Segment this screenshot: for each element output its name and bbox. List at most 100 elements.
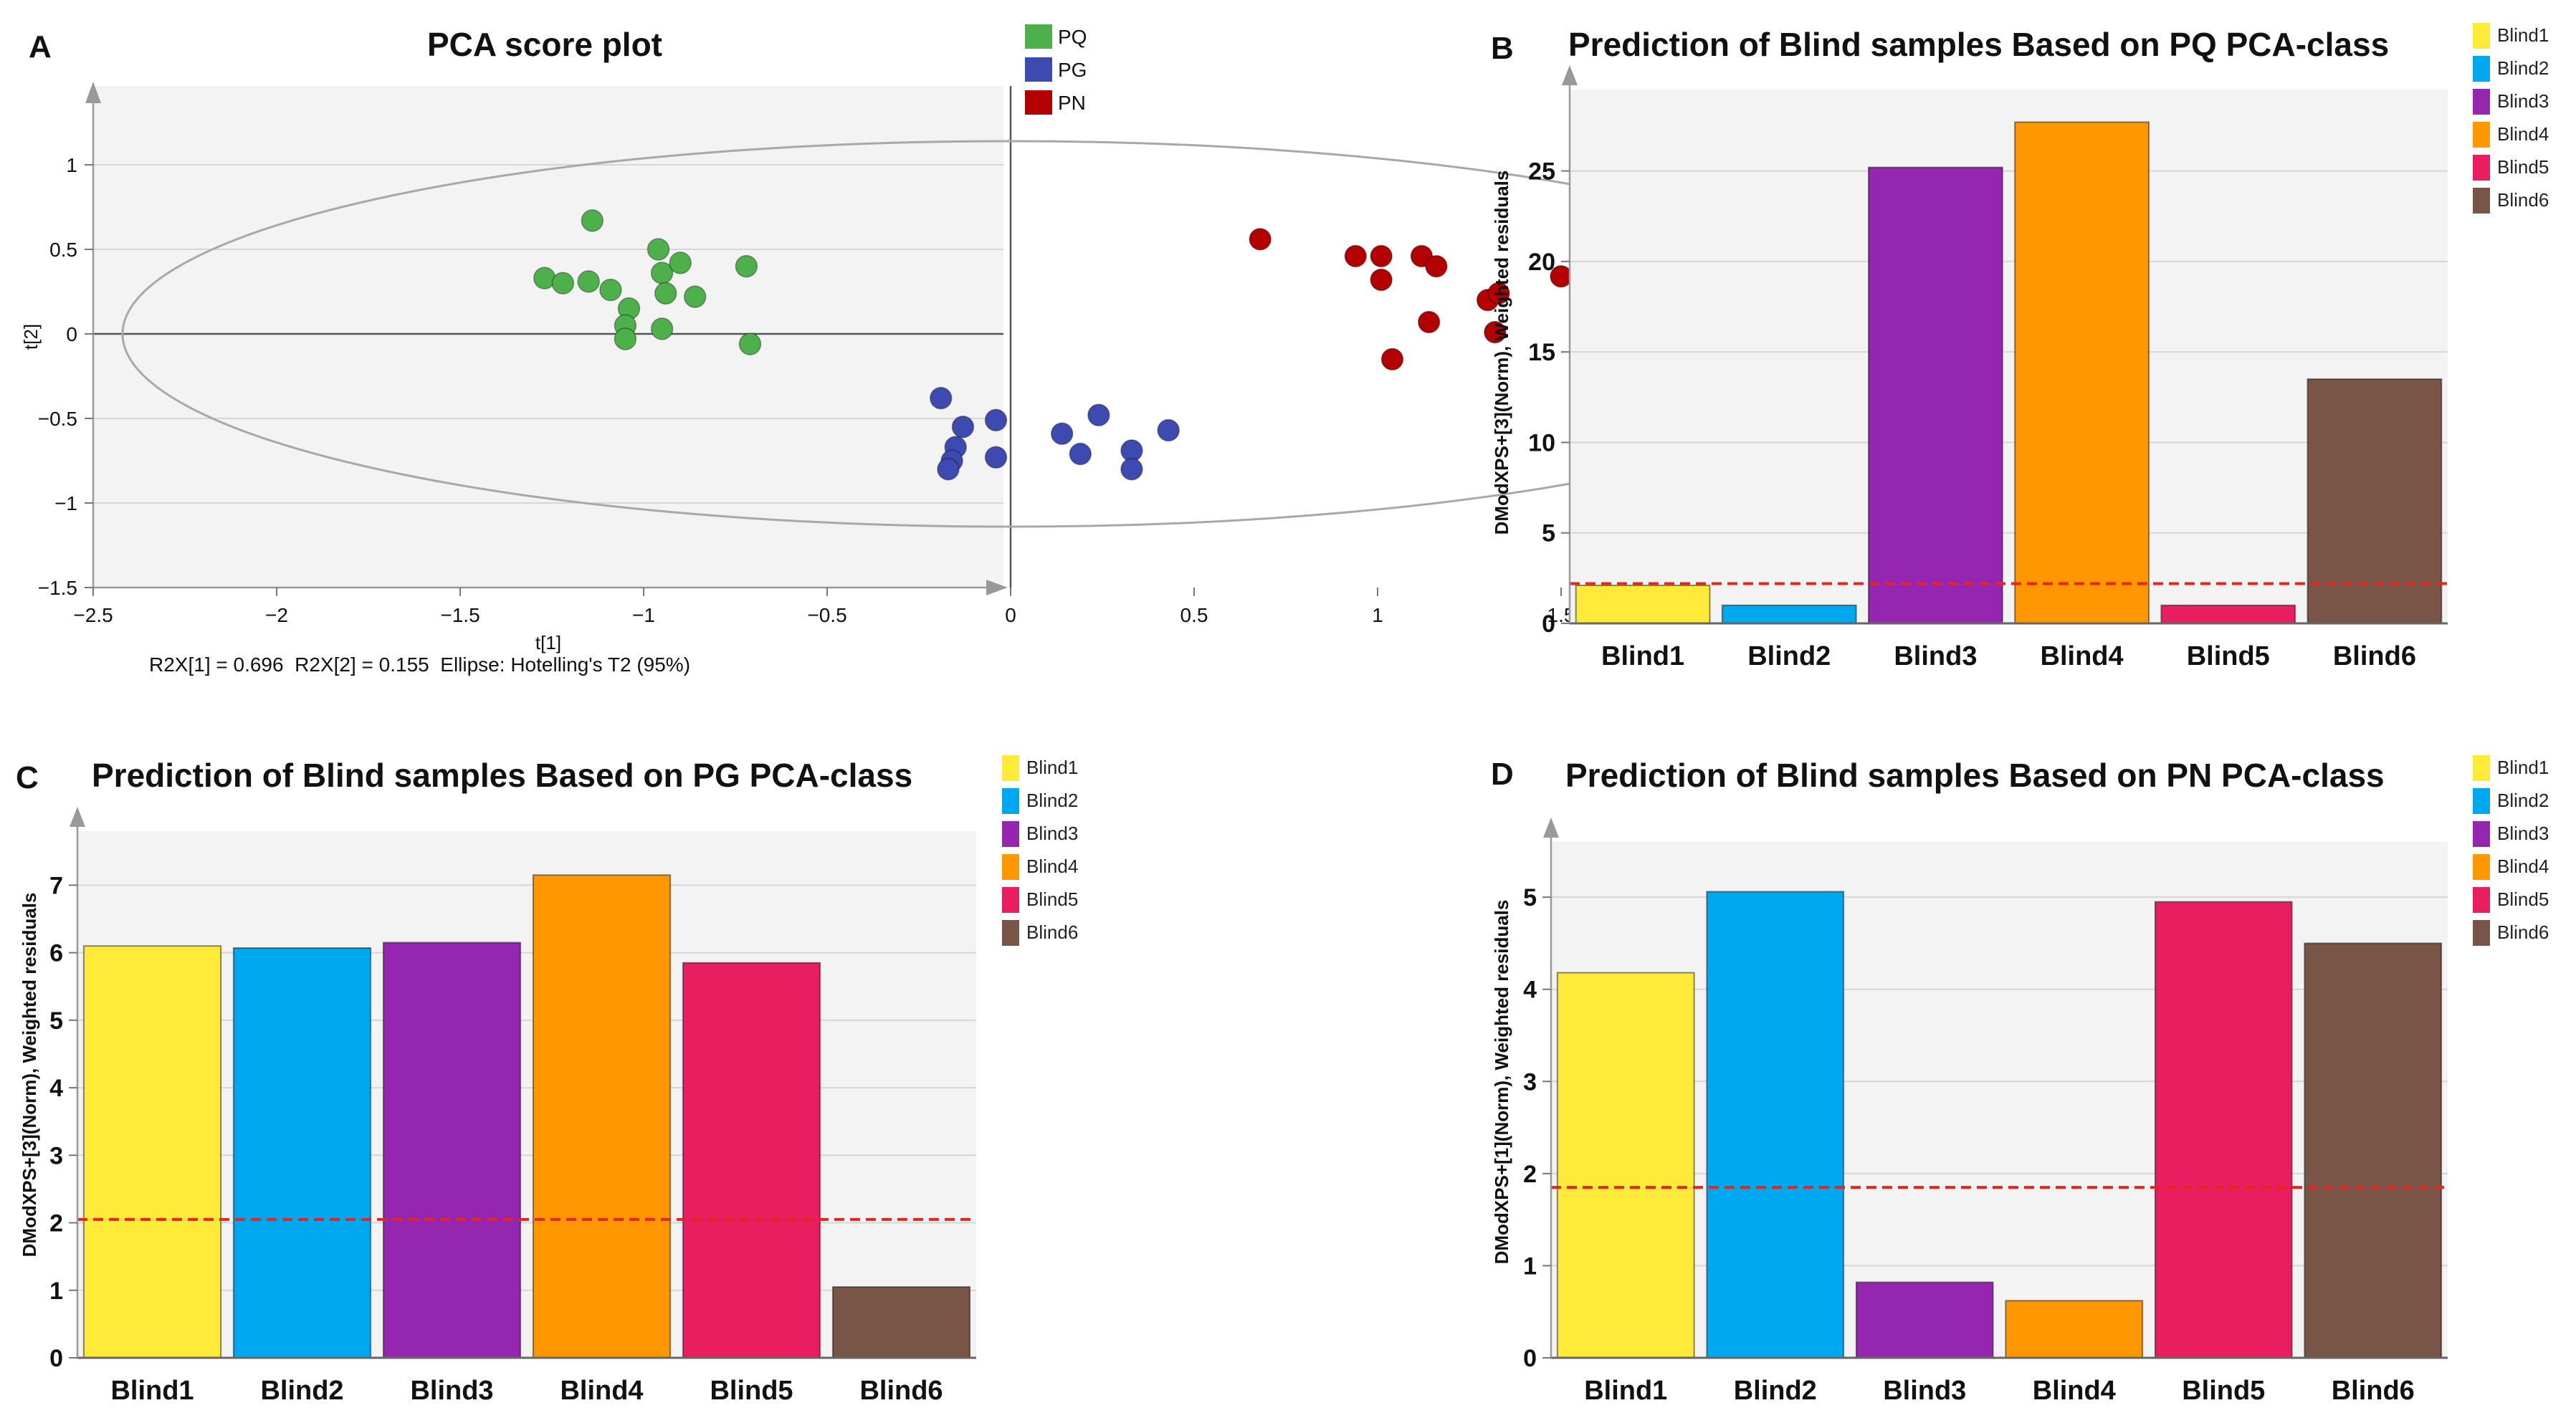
bar-y-tick-label: 20 bbox=[1528, 249, 1555, 276]
bar-category-label: Blind5 bbox=[710, 1376, 793, 1406]
pca-x-tick-label: −2 bbox=[265, 604, 288, 626]
legend-swatch-blind6 bbox=[2473, 920, 2490, 946]
bar-blind3 bbox=[1868, 166, 2003, 625]
bar-plot-background bbox=[1551, 842, 2448, 1358]
bar-y-tick-label: 4 bbox=[49, 1075, 63, 1102]
legend-label-blind4: Blind4 bbox=[2497, 856, 2549, 877]
bar-y-tick-label: 3 bbox=[1523, 1068, 1537, 1096]
bar-y-tick-label: 1 bbox=[49, 1278, 63, 1305]
scatter-point-pq bbox=[614, 327, 637, 350]
pca-chart-title: PCA score plot bbox=[427, 26, 662, 63]
bar-blind4 bbox=[2014, 121, 2150, 624]
legend-swatch-blind4 bbox=[2473, 122, 2490, 148]
scatter-point-pg bbox=[937, 458, 960, 481]
bar-blind2 bbox=[1706, 891, 1845, 1359]
legend-swatch-blind2 bbox=[2473, 788, 2490, 814]
bar-y-tick-label: 5 bbox=[49, 1007, 63, 1035]
pca-legend: PQ PG PN bbox=[1025, 24, 1087, 115]
bar-blind6 bbox=[2304, 942, 2443, 1359]
bar-category-label: Blind2 bbox=[1734, 1376, 1817, 1406]
scatter-point-pn bbox=[1249, 228, 1272, 251]
pg-chart-title: Prediction of Blind samples Based on PG … bbox=[92, 757, 912, 794]
y-axis-arrow-icon bbox=[85, 82, 101, 103]
scatter-point-pn bbox=[1484, 320, 1507, 344]
legend-swatch-blind2 bbox=[1002, 788, 1019, 814]
bar-blind5 bbox=[2160, 604, 2296, 625]
panel-letter-a: A bbox=[29, 29, 52, 64]
pn-prediction-panel: Prediction of Blind samples Based on PN … bbox=[1491, 755, 2549, 1406]
bar-blind2 bbox=[232, 947, 372, 1359]
bar-category-label: Blind1 bbox=[1601, 641, 1684, 671]
bar-y-tick-label: 0 bbox=[1523, 1345, 1537, 1372]
y-axis-arrow-icon bbox=[1543, 818, 1559, 838]
legend-swatch-pn bbox=[1025, 90, 1052, 115]
bar-blind3 bbox=[382, 942, 522, 1359]
pg-bar-plot-area: Blind1 Blind2 Blind3 Blind4 Blind5 Blind6 0 1 2 3… bbox=[49, 807, 976, 1406]
bar-category-label: Blind4 bbox=[2041, 641, 2124, 671]
legend-swatch-blind1 bbox=[2473, 23, 2490, 49]
pca-x-axis-label: t[1] bbox=[535, 632, 561, 653]
pn-chart-title: Prediction of Blind samples Based on PN … bbox=[1565, 757, 2385, 794]
scatter-point-pq bbox=[581, 209, 604, 232]
bar-blind6 bbox=[831, 1286, 971, 1359]
bar-y-tick-label: 4 bbox=[1523, 977, 1537, 1004]
pq-bar-plot-area: Blind1 Blind2 Blind3 Blind4 Blind5 Blind6 0 5 10… bbox=[1528, 65, 2448, 671]
bar-y-tick-label: 15 bbox=[1528, 339, 1555, 366]
scatter-point-pg bbox=[1087, 403, 1110, 427]
bar-y-tick-label: 2 bbox=[49, 1210, 63, 1237]
bar-category-label: Blind4 bbox=[560, 1376, 643, 1406]
y-axis-arrow-icon bbox=[1562, 65, 1578, 85]
scatter-point-pn bbox=[1425, 254, 1448, 278]
bar-category-label: Blind1 bbox=[1584, 1376, 1667, 1406]
bar-y-tick-label: 5 bbox=[1542, 520, 1555, 547]
bar-y-tick-label: 0 bbox=[49, 1345, 63, 1372]
legend-label-blind4: Blind4 bbox=[2497, 123, 2549, 145]
scatter-point-pg bbox=[1157, 418, 1180, 442]
pca-x-tick-label: −1.5 bbox=[440, 604, 480, 626]
legend-label-blind6: Blind6 bbox=[2497, 189, 2549, 211]
legend-swatch-pq bbox=[1025, 24, 1052, 49]
pg-prediction-panel: Prediction of Blind samples Based on PG … bbox=[19, 755, 1078, 1406]
pca-y-tick-label: −1.5 bbox=[38, 577, 77, 599]
pq-chart-title: Prediction of Blind samples Based on PQ … bbox=[1568, 26, 2389, 63]
scatter-point-pg bbox=[929, 386, 953, 410]
bar-blind1 bbox=[1556, 972, 1695, 1359]
legend-label-pg: PG bbox=[1058, 59, 1087, 81]
pq-y-axis-label: DModXPS+[3](Norm), Weighted residuals bbox=[1491, 171, 1512, 535]
panel-letter-d: D bbox=[1491, 757, 1514, 792]
bar-blind3 bbox=[1855, 1281, 1994, 1359]
legend-swatch-blind4 bbox=[2473, 854, 2490, 880]
legend-label-blind5: Blind5 bbox=[2497, 888, 2549, 910]
pn-legend: Blind1 Blind2 Blind3 Blind4 Blind5 Blind6 bbox=[2473, 755, 2549, 946]
legend-label-blind2: Blind2 bbox=[2497, 790, 2549, 811]
legend-swatch-blind1 bbox=[1002, 755, 1019, 781]
pca-score-plot-panel: PCA score plot −2.5−2−1.5−1−0.500.511.52… bbox=[20, 24, 1900, 676]
bar-category-label: Blind2 bbox=[260, 1376, 343, 1406]
pca-y-tick-label: 0.5 bbox=[49, 239, 77, 261]
scatter-point-pn bbox=[1417, 310, 1441, 334]
bar-y-tick-label: 2 bbox=[1523, 1161, 1537, 1188]
legend-swatch-blind6 bbox=[2473, 188, 2490, 214]
bar-category-label: Blind3 bbox=[410, 1376, 493, 1406]
pca-y-tick-label: −0.5 bbox=[38, 408, 77, 430]
scatter-point-pq bbox=[599, 278, 622, 302]
bar-blind1 bbox=[82, 945, 222, 1359]
pg-legend: Blind1 Blind2 Blind3 Blind4 Blind5 Blind6 bbox=[1002, 755, 1078, 946]
scatter-point-pq bbox=[669, 251, 692, 274]
pq-legend: Blind1 Blind2 Blind3 Blind4 Blind5 Blind6 bbox=[2473, 23, 2549, 214]
pca-x-tick-label: −0.5 bbox=[807, 604, 846, 626]
pca-y-axis-label: t[2] bbox=[20, 324, 42, 350]
scatter-point-pq bbox=[647, 238, 670, 261]
pg-y-axis-label: DModXPS+[3](Norm), Weighted residuals bbox=[19, 893, 40, 1257]
pca-y-tick-label: 0 bbox=[66, 323, 77, 345]
legend-swatch-blind2 bbox=[2473, 56, 2490, 82]
bar-y-tick-label: 6 bbox=[49, 940, 63, 967]
legend-swatch-blind5 bbox=[2473, 155, 2490, 181]
pca-x-tick-label: 1 bbox=[1372, 604, 1383, 626]
bar-category-label: Blind4 bbox=[2033, 1376, 2116, 1406]
scatter-point-pq bbox=[738, 332, 762, 355]
legend-label-blind3: Blind3 bbox=[2497, 823, 2549, 844]
bar-blind5 bbox=[2154, 901, 2293, 1359]
legend-label-blind5: Blind5 bbox=[1026, 888, 1078, 910]
legend-label-blind1: Blind1 bbox=[1026, 757, 1078, 778]
